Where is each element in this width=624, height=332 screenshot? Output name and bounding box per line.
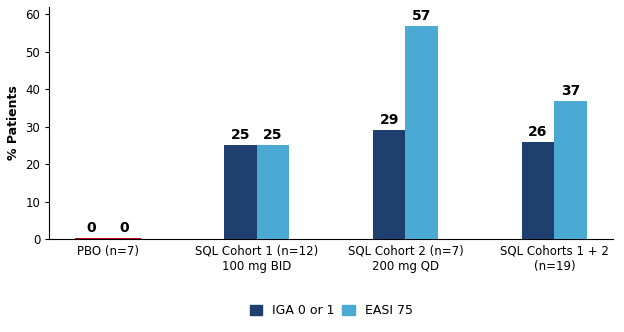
Y-axis label: % Patients: % Patients (7, 86, 20, 160)
Text: 26: 26 (529, 125, 548, 139)
Bar (406, 26, 438, 239)
Text: 29: 29 (379, 114, 399, 127)
Bar (108, 238, 140, 239)
Bar (373, 130, 406, 239)
Bar (224, 145, 256, 239)
Text: 0: 0 (119, 221, 129, 235)
Bar (75, 238, 108, 239)
Text: 57: 57 (412, 9, 432, 23)
Bar (554, 101, 587, 239)
Text: 0: 0 (87, 221, 96, 235)
Bar (522, 142, 554, 239)
Legend: IGA 0 or 1, EASI 75: IGA 0 or 1, EASI 75 (246, 300, 416, 321)
Bar (256, 145, 290, 239)
Text: 37: 37 (561, 84, 580, 98)
Text: 25: 25 (263, 128, 283, 142)
Text: 25: 25 (230, 128, 250, 142)
